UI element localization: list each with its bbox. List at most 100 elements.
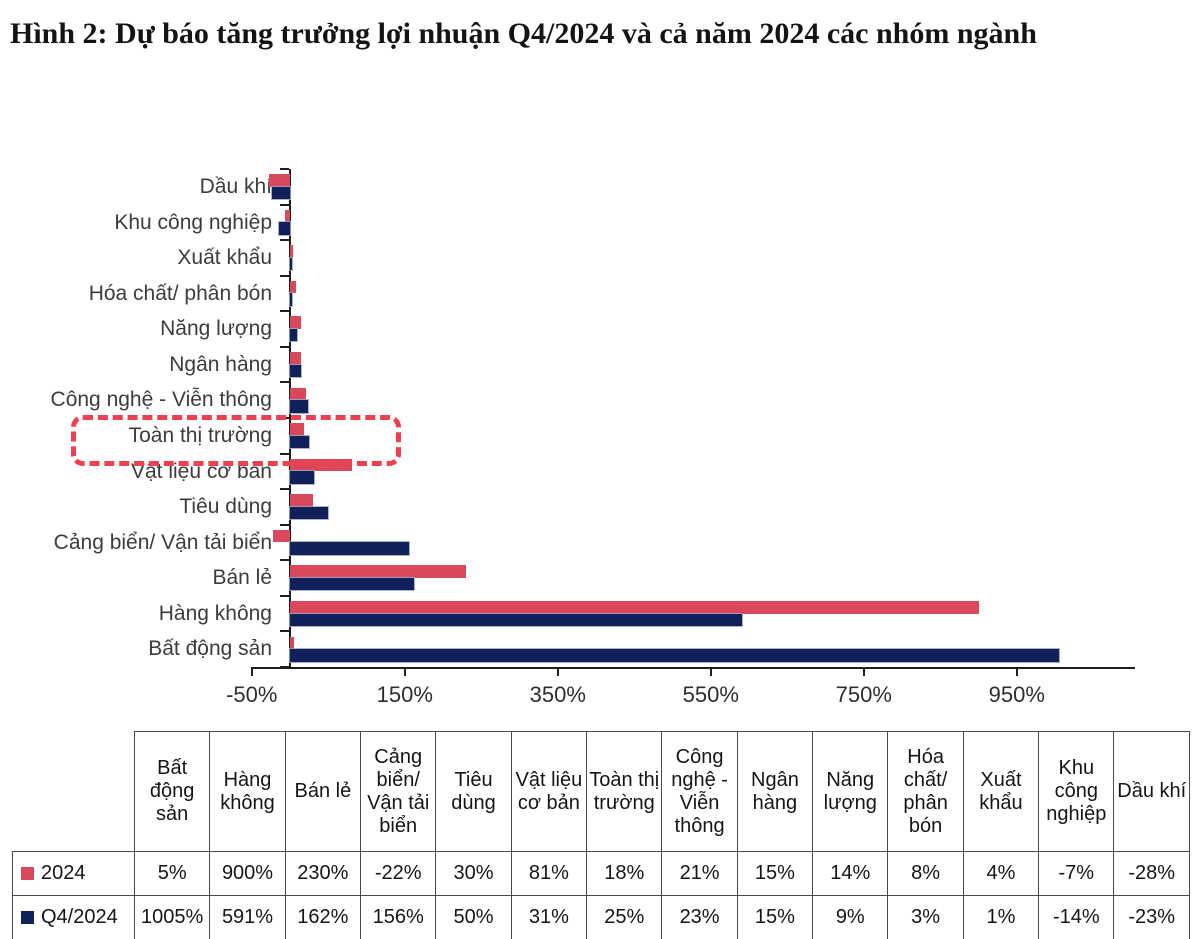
bar-q4-2024: [290, 649, 1059, 662]
legend-series-name: Q4/2024: [41, 906, 118, 928]
bar-q4-2024: [290, 364, 302, 378]
x-axis-tick: [709, 667, 712, 676]
table-value-cell: 5%: [133, 851, 211, 896]
table-column-header: Vật liệu cơ bản: [510, 731, 588, 852]
y-axis-tick: [280, 488, 289, 491]
table-value-cell: 900%: [209, 851, 286, 896]
table-value-cell: -28%: [1113, 851, 1190, 896]
bar-q4-2024: [290, 613, 743, 627]
bar-2024: [290, 494, 313, 507]
table-row: 2024 5% 900% 230% -22% 30% 81% 18% 21% 15% 14% 8% 4%…: [12, 851, 1190, 896]
table-column-header: Dầu khí: [1113, 731, 1190, 852]
table-column-header: Công nghệ - Viễn thông: [661, 731, 738, 852]
bar-2024: [290, 245, 294, 258]
category-label: Bán lẻ: [212, 566, 272, 590]
category-label: Khu công nghiệp: [114, 210, 272, 234]
bar-q4-2024: [290, 506, 329, 520]
highlight-box: [71, 415, 401, 466]
y-axis-tick: [280, 381, 289, 384]
table-value-cell: 14%: [812, 851, 889, 896]
x-axis-tick-label: 550%: [682, 682, 739, 707]
category-label: Công nghệ - Viễn thông: [50, 388, 272, 412]
x-axis-tick: [403, 667, 406, 676]
data-table: Bất động sản Hàng không Bán lẻ Cảng biển/ V…: [12, 731, 1190, 939]
x-axis-tick: [250, 667, 253, 676]
table-column-header: Tiêu dùng: [435, 731, 512, 852]
x-axis-tick: [1015, 667, 1018, 676]
y-axis-tick: [280, 452, 289, 455]
y-axis-tick: [280, 239, 289, 242]
category-label: Hóa chất/ phân bón: [88, 281, 272, 305]
table-value-cell: 15%: [736, 895, 814, 939]
bar-q4-2024: [290, 435, 310, 449]
bar-q4-2024: [290, 328, 297, 342]
category-label: Hàng không: [158, 601, 272, 625]
y-axis-tick: [280, 203, 289, 206]
table-column-header: Hóa chất/ phân bón: [887, 731, 964, 852]
x-axis-tick-label: -50%: [226, 682, 278, 707]
category-label: Năng lượng: [160, 317, 272, 341]
y-axis-tick: [280, 594, 289, 597]
table-value-cell: 3%: [887, 895, 964, 939]
table-value-cell: -7%: [1038, 851, 1115, 896]
x-axis-tick-label: 950%: [988, 682, 1045, 707]
category-label: Cảng biển/ Vận tải biển: [53, 530, 272, 554]
bar-2024: [268, 174, 290, 187]
bar-q4-2024: [290, 400, 308, 413]
category-label: Xuất khẩu: [177, 246, 272, 270]
table-value-cell: 1%: [962, 895, 1040, 939]
table-value-cell: 25%: [586, 895, 663, 939]
x-axis-tick: [862, 667, 865, 676]
table-value-cell: 4%: [962, 851, 1040, 896]
bar-2024: [290, 565, 466, 578]
table-column-header: Xuất khẩu: [962, 731, 1040, 852]
y-axis-tick: [280, 168, 289, 170]
table-value-cell: 156%: [360, 895, 437, 939]
category-label: Ngân hàng: [169, 352, 272, 376]
bar-q4-2024: [290, 577, 414, 591]
bar-q4-2024: [290, 471, 314, 484]
table-value-cell: 15%: [736, 851, 814, 896]
bar-2024: [290, 352, 302, 365]
table-value-cell: 81%: [510, 851, 588, 896]
table-value-cell: 8%: [887, 851, 964, 896]
table-value-cell: 591%: [209, 895, 286, 939]
y-axis-tick: [280, 274, 289, 277]
bar-q4-2024: [272, 186, 290, 200]
table-column-header: Cảng biển/ Vận tải biển: [360, 731, 437, 852]
legend-series-name: 2024: [41, 862, 86, 884]
y-axis-tick: [280, 559, 289, 562]
table-value-cell: 21%: [661, 851, 738, 896]
table-column-header: Ngân hàng: [736, 731, 814, 852]
x-axis-tick-label: 150%: [376, 682, 433, 707]
bar-2024: [290, 636, 294, 650]
y-axis-tick: [280, 523, 289, 526]
bar-2024: [290, 423, 304, 436]
legend-swatch: [21, 911, 34, 924]
table-value-cell: 30%: [435, 851, 512, 896]
table-column-header: Năng lượng: [812, 731, 889, 852]
bar-2024: [290, 387, 307, 401]
y-axis-tick: [280, 630, 289, 633]
table-row: Q4/2024 1005% 591% 162% 156% 50% 31% 25% 23% 15% 9…: [12, 895, 1190, 939]
table-column-header: Bất động sản: [133, 731, 211, 852]
bar-2024: [284, 209, 290, 223]
y-axis-tick: [280, 666, 289, 668]
category-label: Dầu khí: [199, 175, 272, 198]
table-column-header: Bán lẻ: [284, 731, 362, 852]
table-column-header: Hàng không: [209, 731, 286, 852]
bar-2024: [290, 601, 979, 614]
x-axis-tick-label: 350%: [529, 682, 586, 707]
table-corner-blank: [13, 732, 135, 852]
y-axis-tick: [280, 310, 289, 313]
table-value-cell: 1005%: [133, 895, 211, 939]
table-column-header: Toàn thị trường: [586, 731, 663, 852]
table-value-cell: 18%: [586, 851, 663, 896]
category-label: Bất động sản: [148, 637, 272, 661]
table-value-cell: 230%: [284, 851, 362, 896]
bar-q4-2024: [290, 542, 410, 555]
bar-2024: [290, 280, 297, 294]
legend-row-label: 2024: [12, 851, 135, 896]
legend-row-label: Q4/2024: [12, 895, 135, 939]
